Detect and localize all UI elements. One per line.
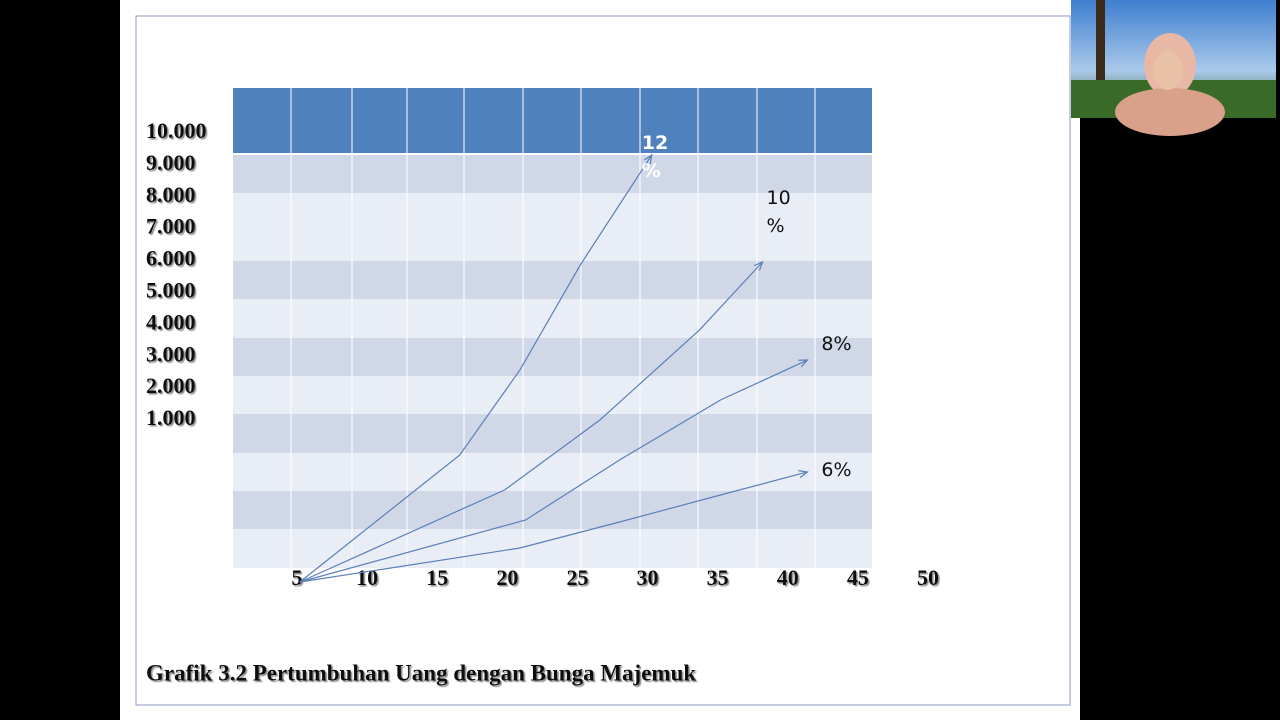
stripe	[233, 529, 872, 568]
series-label: 8%	[821, 333, 852, 356]
x-tick-label: 45	[847, 565, 869, 590]
y-tick-label: 10.000	[146, 118, 207, 143]
y-tick-label: 5.000	[146, 277, 196, 302]
plot-background	[233, 88, 872, 568]
y-tick-label: 4.000	[146, 309, 196, 334]
x-tick-label: 30	[637, 565, 659, 590]
x-tick-label: 20	[496, 565, 518, 590]
y-tick-label: 6.000	[146, 246, 196, 271]
series-line	[299, 155, 652, 583]
series-line	[299, 360, 808, 583]
y-tick-label: 3.000	[146, 341, 196, 366]
stripe	[233, 491, 872, 529]
series-label: 12 %	[641, 132, 669, 182]
stripe	[233, 153, 872, 193]
x-tick-label: 10	[356, 565, 378, 590]
stripe	[233, 193, 872, 261]
y-tick-label: 1.000	[146, 405, 196, 430]
header-band	[233, 88, 872, 153]
x-tick-label: 25	[566, 565, 588, 590]
x-tick-label: 50	[917, 565, 939, 590]
stripe	[233, 261, 872, 299]
y-tick-label: 7.000	[146, 214, 196, 239]
x-tick-label: 15	[426, 565, 448, 590]
caption: Grafik 3.2 Pertumbuhan Uang dengan Bunga…	[146, 660, 696, 685]
x-tick-label: 40	[777, 565, 799, 590]
series-label: 10 %	[766, 186, 791, 237]
webcam	[1071, 0, 1276, 136]
series-label: 6%	[821, 458, 852, 481]
stripe	[233, 414, 872, 453]
y-tick-label: 9.000	[146, 150, 196, 175]
stripe	[233, 338, 872, 376]
y-tick-label: 8.000	[146, 182, 196, 207]
stripe	[233, 376, 872, 414]
stripe	[233, 453, 872, 491]
series-line	[299, 472, 808, 583]
slide-frame	[135, 15, 1071, 706]
x-tick-label: 35	[707, 565, 729, 590]
series-line	[299, 262, 763, 583]
stripe	[233, 299, 872, 338]
y-tick-label: 2.000	[146, 373, 196, 398]
x-tick-label: 5	[292, 565, 303, 590]
